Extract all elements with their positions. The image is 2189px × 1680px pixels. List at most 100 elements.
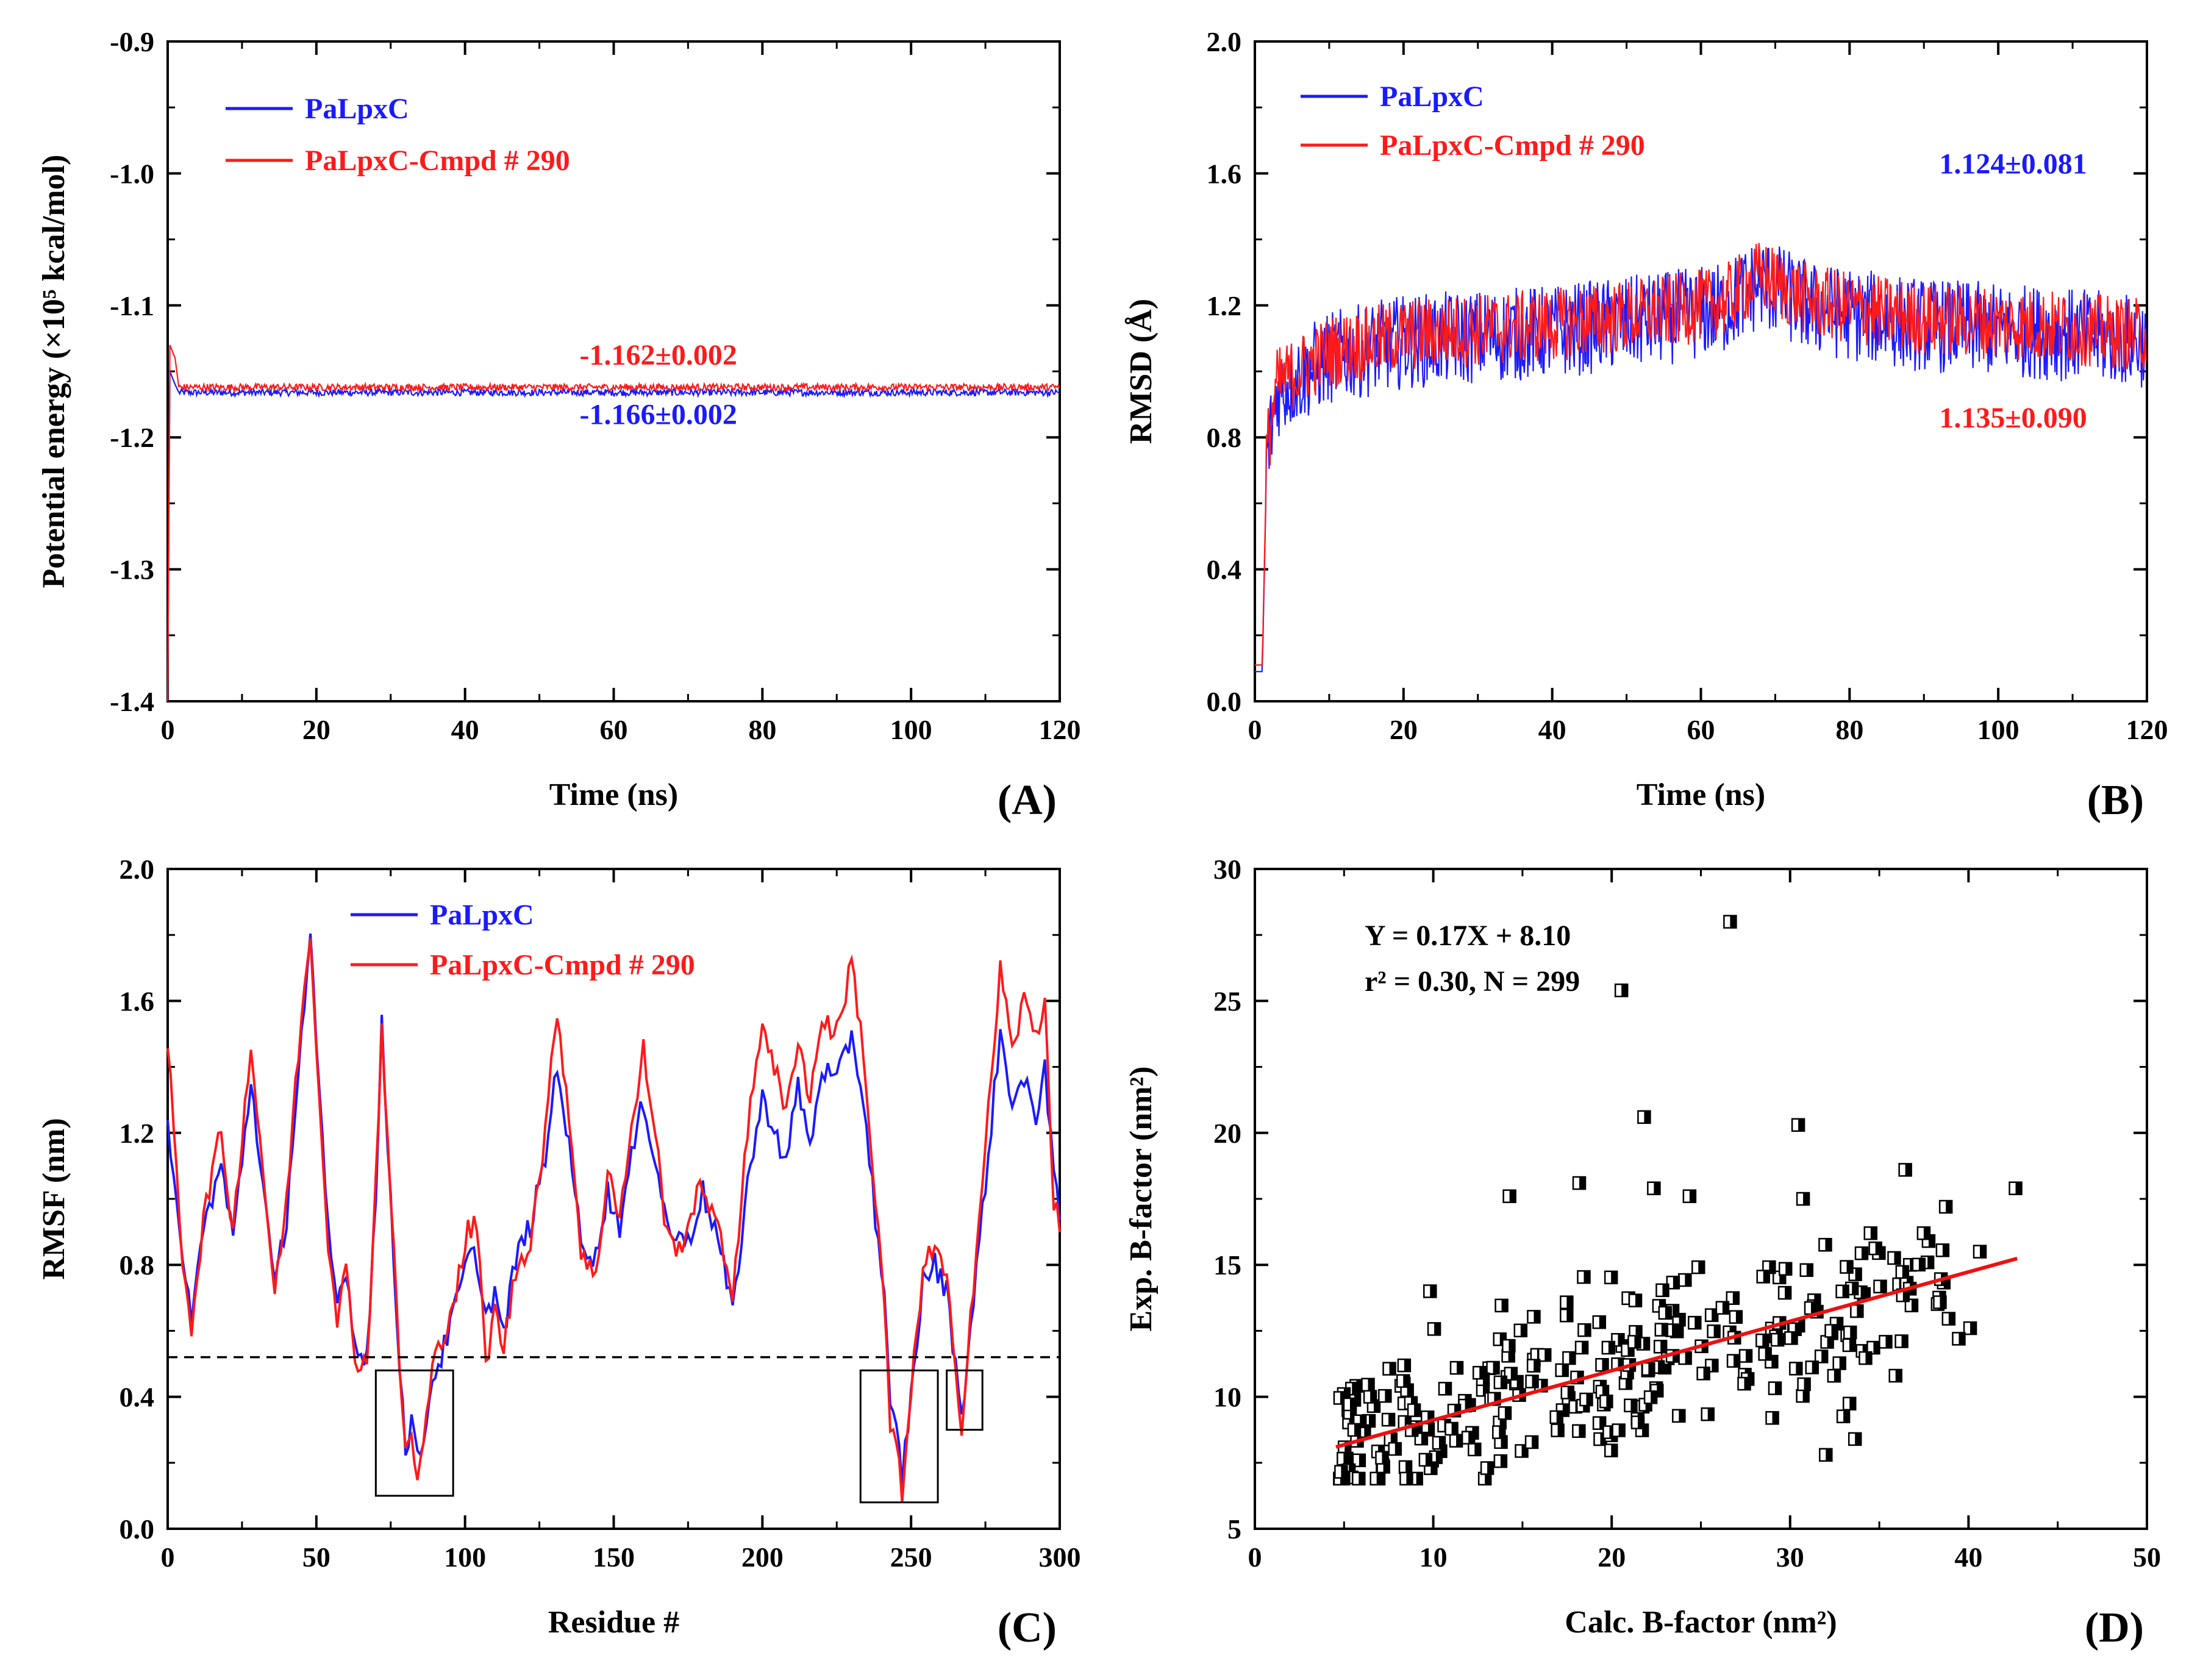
marker-fill — [1509, 1190, 1516, 1203]
panel-label: (C) — [998, 1604, 1057, 1651]
marker-fill — [1602, 1385, 1609, 1398]
marker-fill — [1837, 1317, 1843, 1330]
marker-fill — [1635, 1326, 1642, 1339]
marker-fill — [1689, 1190, 1696, 1203]
x-tick-label: 50 — [2133, 1542, 2161, 1573]
data-point — [1973, 1245, 1987, 1259]
y-tick-label: 0.4 — [1207, 554, 1242, 585]
marker-fill — [1923, 1227, 1930, 1240]
data-point — [1555, 1363, 1569, 1378]
marker-fill — [1826, 1448, 1832, 1461]
marker-fill — [1713, 1325, 1720, 1338]
marker-fill — [1959, 1332, 1965, 1345]
y-axis-label: Potential energy (×10⁵ kcal/mol) — [37, 155, 71, 588]
data-point — [1375, 1451, 1389, 1465]
data-point — [1595, 1357, 1609, 1372]
fit-line — [1335, 1256, 2018, 1449]
mean-label-complex: 1.135±0.090 — [1939, 402, 2087, 434]
data-point — [1444, 1421, 1459, 1436]
marker-fill — [1677, 1325, 1684, 1338]
marker-fill — [1520, 1324, 1527, 1337]
data-point — [1665, 1323, 1679, 1337]
marker-fill — [1657, 1384, 1663, 1397]
marker-fill — [1763, 1270, 1769, 1283]
marker-fill — [1772, 1412, 1779, 1424]
marker-fill — [1368, 1415, 1375, 1428]
data-point — [1628, 1293, 1643, 1307]
marker-fill — [1344, 1441, 1351, 1454]
x-axis-label: Residue # — [548, 1605, 679, 1640]
legend-label: PaLpxC-Cmpd # 290 — [1380, 129, 1645, 162]
data-point — [1513, 1323, 1528, 1338]
data-point — [1888, 1368, 1902, 1383]
data-point — [1630, 1415, 1645, 1429]
marker-fill — [1948, 1312, 1955, 1325]
marker-fill — [1771, 1355, 1778, 1368]
data-point — [1654, 1323, 1669, 1337]
marker-fill — [1430, 1462, 1437, 1474]
data-point — [1537, 1348, 1552, 1362]
data-point — [1933, 1295, 1947, 1309]
legend-label: PaLpxC-Cmpd # 290 — [430, 949, 695, 981]
marker-fill — [1811, 1302, 1818, 1315]
marker-fill — [1469, 1398, 1476, 1411]
marker-fill — [1875, 1242, 1882, 1255]
marker-fill — [1557, 1424, 1564, 1437]
data-point — [1388, 1442, 1402, 1456]
data-point — [1848, 1432, 1862, 1446]
data-point — [1666, 1275, 1680, 1290]
marker-fill — [1544, 1349, 1551, 1362]
data-point — [1691, 1260, 1705, 1274]
marker-fill — [1618, 1358, 1624, 1371]
marker-fill — [1662, 1284, 1669, 1296]
y-tick-label: 0.8 — [120, 1249, 155, 1281]
x-tick-label: 0 — [161, 1542, 175, 1573]
data-point — [1627, 1335, 1641, 1349]
data-point — [1796, 1389, 1810, 1403]
data-point — [1504, 1367, 1518, 1381]
marker-fill — [1579, 1177, 1585, 1190]
marker-fill — [1825, 1239, 1832, 1251]
marker-fill — [1648, 1362, 1655, 1375]
panel-label: (A) — [998, 777, 1057, 824]
marker-fill — [1785, 1262, 1792, 1275]
x-axis-label: Calc. B-factor (nm²) — [1565, 1605, 1837, 1640]
marker-fill — [1630, 1399, 1637, 1412]
marker-fill — [1600, 1433, 1607, 1446]
marker-fill — [1425, 1453, 1432, 1466]
marker-fill — [1661, 1323, 1668, 1336]
data-point — [1723, 915, 1737, 929]
panel-a: 0 20 40 60 80 100 120 -1.4 -1.3 -1.2 -1.1 -1.0 -0.9 T… — [37, 26, 1081, 824]
marker-fill — [1468, 1431, 1475, 1444]
marker-fill — [1846, 1260, 1853, 1273]
x-tick-label: 150 — [593, 1542, 635, 1573]
marker-fill — [1602, 1359, 1609, 1371]
data-point — [1688, 1315, 1702, 1330]
marker-fill — [1618, 1424, 1625, 1437]
marker-fill — [1873, 1342, 1880, 1354]
marker-fill — [1806, 1264, 1813, 1276]
marker-fill — [1370, 1390, 1377, 1403]
marker-fill — [1694, 1317, 1701, 1329]
marker-fill — [1430, 1285, 1437, 1298]
marker-fill — [1427, 1411, 1434, 1424]
marker-fill — [1618, 1334, 1624, 1346]
marker-fill — [1679, 1409, 1685, 1422]
marker-fill — [1827, 1335, 1834, 1348]
marker-fill — [1865, 1352, 1872, 1365]
y-tick-label: 10 — [1213, 1382, 1241, 1413]
marker-fill — [1673, 1349, 1679, 1362]
y-tick-label: -1.0 — [110, 158, 154, 189]
marker-fill — [1500, 1376, 1507, 1389]
x-tick-label: 0 — [161, 714, 175, 745]
marker-fill — [1343, 1453, 1350, 1465]
y-tick-label: 0.0 — [1207, 686, 1242, 717]
data-point — [1486, 1360, 1500, 1375]
data-point — [1678, 1273, 1692, 1287]
marker-fill — [1905, 1163, 1912, 1176]
marker-fill — [1388, 1414, 1395, 1426]
marker-fill — [1642, 1424, 1649, 1437]
data-point — [1818, 1237, 1832, 1252]
marker-fill — [1638, 1416, 1644, 1429]
marker-fill — [1762, 1334, 1769, 1347]
